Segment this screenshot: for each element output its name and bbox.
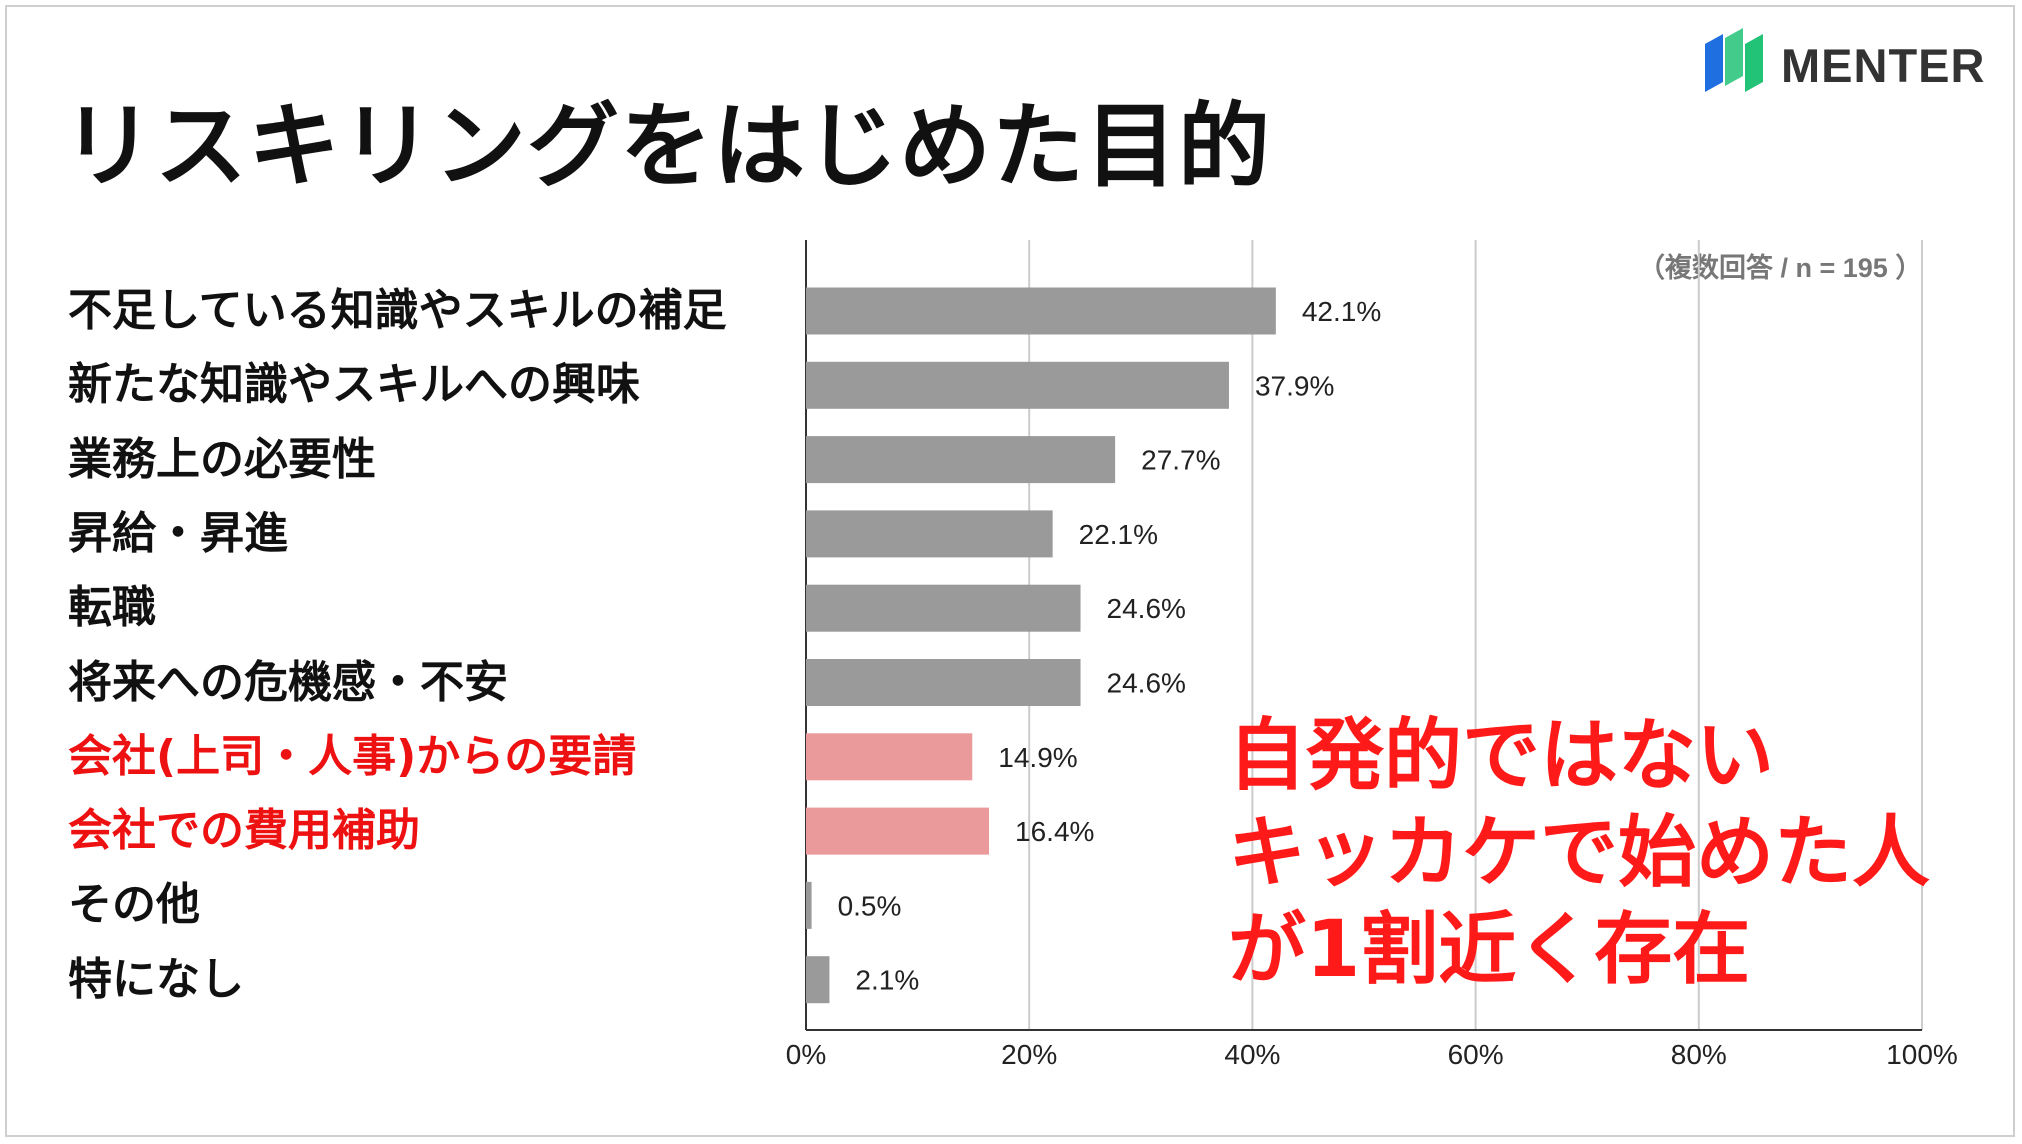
logo-text: MENTER [1781,39,1986,92]
callout-line: キッカケで始めた人 [1228,808,1931,898]
bar-value-label: 37.9% [1255,370,1334,401]
category-label: 転職 [68,582,156,634]
bar-value-label: 16.4% [1015,816,1094,847]
bar [806,436,1116,484]
x-tick-label: 60% [1448,1039,1504,1070]
bar-value-label: 42.1% [1302,296,1381,327]
category-label: 特になし [68,953,244,1005]
category-label: 会社での費用補助 [68,805,420,857]
category-label: 会社(上司・人事)からの要請 [68,730,637,782]
slide-frame [5,5,2015,1137]
category-label: 昇給・昇進 [68,507,288,559]
bar [806,956,830,1004]
x-tick-label: 40% [1224,1039,1280,1070]
x-tick-label: 100% [1886,1039,1958,1070]
x-tick-label: 20% [1001,1039,1057,1070]
bar [806,584,1081,632]
category-label: 不足している知識やスキルの補足 [68,285,727,336]
bar [806,659,1081,706]
bar-value-label: 0.5% [838,890,902,921]
x-tick-label: 0% [786,1039,826,1070]
bar [806,881,812,929]
category-label: 業務上の必要性 [68,433,376,485]
page-title: リスキリングをはじめた目的 [62,93,1272,200]
x-tick-label: 80% [1671,1039,1727,1070]
bar-value-label: 2.1% [855,965,919,996]
sample-note: （複数回答 / n = 195 ） [1638,253,1923,283]
bar [806,733,973,781]
callout-text: 自発的ではない キッカケで始めた人 が1割近く存在 [1228,708,1930,999]
bar-value-label: 27.7% [1141,445,1220,476]
menter-logo-icon [1705,28,1763,92]
callout-line: 自発的ではない [1228,711,1775,801]
bar-value-label: 24.6% [1107,593,1186,624]
bar [806,510,1053,558]
category-label: 将来への危機感・不安 [68,656,508,708]
bar-value-label: 24.6% [1107,668,1186,699]
bar-value-label: 14.9% [998,742,1077,773]
category-label: 新たな知識やスキルへの興味 [68,359,640,411]
menter-logo: MENTER [1705,26,1995,106]
bar [806,287,1276,335]
bar-value-label: 22.1% [1079,519,1158,550]
bar [806,807,990,855]
category-label: その他 [68,879,200,931]
callout-line: が1割近く存在 [1228,905,1751,995]
bar [806,361,1229,409]
